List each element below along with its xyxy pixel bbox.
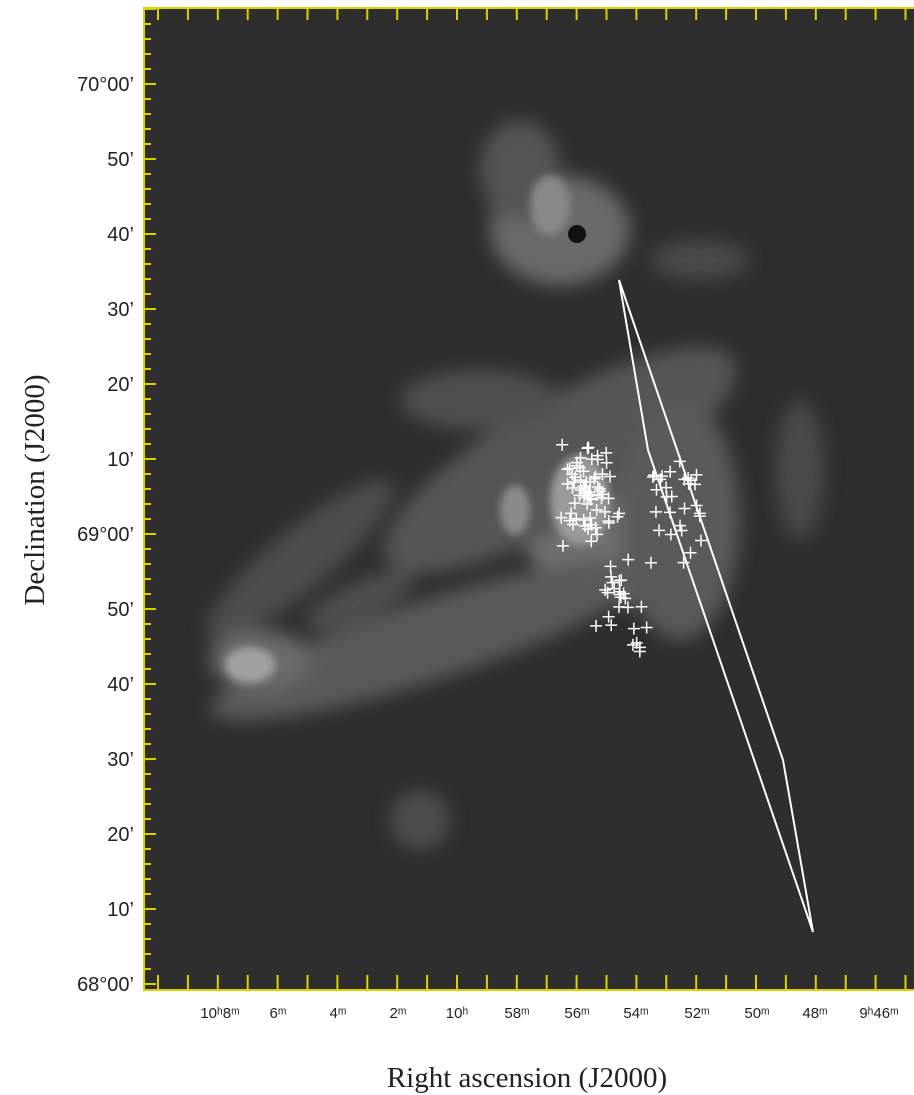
y-tick-label: 10’	[107, 899, 134, 921]
y-tick-label: 68°00’	[77, 974, 134, 996]
x-tick-label: 54ᵐ	[623, 1005, 648, 1022]
y-tick-label: 50’	[107, 149, 134, 171]
y-axis-label: Declination (J2000)	[19, 374, 51, 605]
sources	[555, 438, 707, 658]
y-tick-label: 40’	[107, 674, 134, 696]
y-tick-label: 30’	[107, 749, 134, 771]
x-tick-label: 50ᵐ	[744, 1005, 769, 1022]
y-tick-label: 40’	[107, 224, 134, 246]
y-tick-label: 50’	[107, 599, 134, 621]
x-tick-label: 4ᵐ	[330, 1005, 347, 1022]
x-axis-label: Right ascension (J2000)	[387, 1062, 667, 1094]
x-tick-label: 58ᵐ	[504, 1005, 529, 1022]
x-tick-label: 6ᵐ	[270, 1005, 287, 1022]
slit-region	[618, 279, 814, 933]
axes	[143, 7, 914, 991]
y-tick-label: 10’	[107, 449, 134, 471]
x-tick-label: 10ʰ8ᵐ	[200, 1005, 239, 1022]
x-tick-label: 48ᵐ	[802, 1005, 827, 1022]
y-tick-label: 20’	[107, 824, 134, 846]
y-tick-label: 30’	[107, 299, 134, 321]
bright-star	[568, 225, 586, 243]
y-tick-label: 20’	[107, 374, 134, 396]
x-tick-label: 9ʰ46ᵐ	[859, 1005, 898, 1022]
x-tick-label: 56ᵐ	[564, 1005, 589, 1022]
y-tick-label: 70°00’	[77, 74, 134, 96]
x-tick-label: 2ᵐ	[390, 1005, 407, 1022]
y-tick-label: 69°00’	[77, 524, 134, 546]
x-tick-label: 52ᵐ	[684, 1005, 709, 1022]
x-tick-label: 10ʰ	[446, 1005, 469, 1022]
